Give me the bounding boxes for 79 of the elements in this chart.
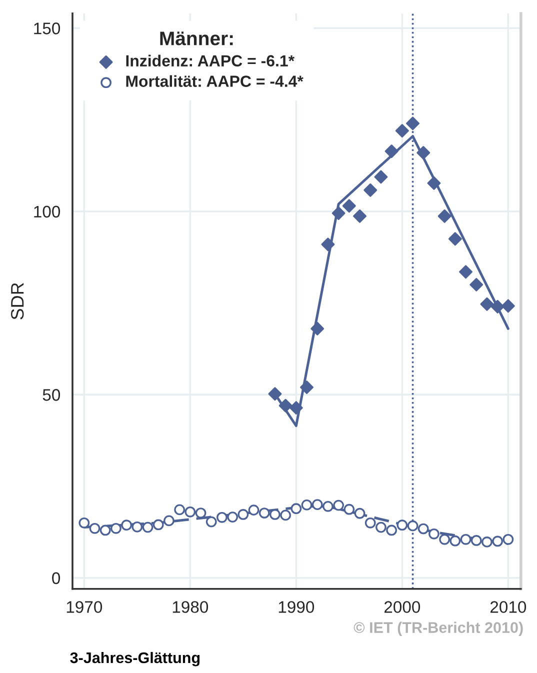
point bbox=[395, 124, 409, 138]
point bbox=[121, 520, 132, 531]
point bbox=[448, 232, 462, 246]
x-tick-label: 1970 bbox=[66, 601, 102, 613]
point bbox=[268, 387, 282, 401]
point bbox=[78, 517, 90, 528]
point bbox=[322, 500, 334, 512]
y-tick-label: 100 bbox=[34, 206, 60, 218]
y-tick-label: 0 bbox=[52, 572, 60, 584]
point bbox=[501, 299, 515, 313]
point bbox=[386, 524, 398, 536]
x-tick-label: 2010 bbox=[490, 601, 526, 613]
point bbox=[258, 508, 270, 518]
point bbox=[396, 520, 408, 531]
y-axis-title: SDR bbox=[10, 282, 24, 320]
point bbox=[459, 265, 472, 279]
point bbox=[353, 209, 366, 223]
point bbox=[270, 509, 280, 520]
point bbox=[450, 535, 461, 546]
point bbox=[206, 516, 217, 528]
point bbox=[310, 322, 324, 336]
point bbox=[300, 380, 314, 394]
point bbox=[490, 300, 504, 314]
point bbox=[195, 508, 206, 518]
point bbox=[152, 519, 164, 530]
point bbox=[321, 238, 335, 252]
point bbox=[312, 499, 323, 510]
point bbox=[460, 534, 472, 545]
y-tick-label: 50 bbox=[42, 389, 60, 401]
text: 3-Jahres-Glättung bbox=[70, 652, 200, 666]
point bbox=[384, 144, 398, 158]
point bbox=[374, 170, 388, 184]
point bbox=[416, 146, 430, 160]
point bbox=[407, 520, 418, 532]
point bbox=[406, 116, 420, 130]
point bbox=[184, 506, 196, 518]
point bbox=[354, 508, 366, 519]
legend-label: Inzidenz: AAPC = -6.1* bbox=[126, 54, 295, 66]
point bbox=[174, 504, 185, 516]
point bbox=[418, 523, 429, 534]
point bbox=[333, 500, 344, 511]
point bbox=[89, 522, 100, 534]
point bbox=[364, 183, 378, 197]
y-tick-label: 150 bbox=[34, 22, 60, 34]
legend-title: Männer: bbox=[160, 32, 233, 46]
x-tick-label: 1990 bbox=[278, 601, 314, 613]
point bbox=[278, 398, 292, 412]
point bbox=[100, 524, 111, 536]
point bbox=[142, 522, 154, 533]
point bbox=[482, 536, 492, 548]
point bbox=[301, 500, 312, 510]
point bbox=[280, 510, 292, 521]
point bbox=[438, 209, 452, 223]
point bbox=[132, 521, 143, 532]
point bbox=[164, 515, 174, 526]
point bbox=[342, 199, 356, 213]
point bbox=[332, 206, 346, 220]
point bbox=[376, 522, 386, 533]
point bbox=[428, 528, 440, 540]
point bbox=[480, 297, 494, 311]
point bbox=[492, 536, 504, 547]
point bbox=[427, 176, 441, 190]
point bbox=[248, 504, 260, 516]
point bbox=[364, 517, 376, 528]
point bbox=[290, 503, 302, 514]
legend-label: Mortalität: AAPC = -4.4* bbox=[126, 75, 304, 87]
point bbox=[238, 509, 249, 520]
x-tick-label: 2000 bbox=[384, 601, 420, 613]
point bbox=[216, 512, 228, 523]
point bbox=[344, 504, 355, 515]
point bbox=[470, 278, 484, 292]
text: © IET (TR-Bericht 2010) bbox=[354, 622, 523, 636]
point bbox=[439, 534, 450, 545]
x-tick-label: 1980 bbox=[172, 601, 208, 613]
point bbox=[470, 535, 482, 546]
point bbox=[110, 522, 122, 534]
point bbox=[289, 401, 303, 415]
point bbox=[227, 512, 238, 522]
point bbox=[502, 534, 514, 545]
